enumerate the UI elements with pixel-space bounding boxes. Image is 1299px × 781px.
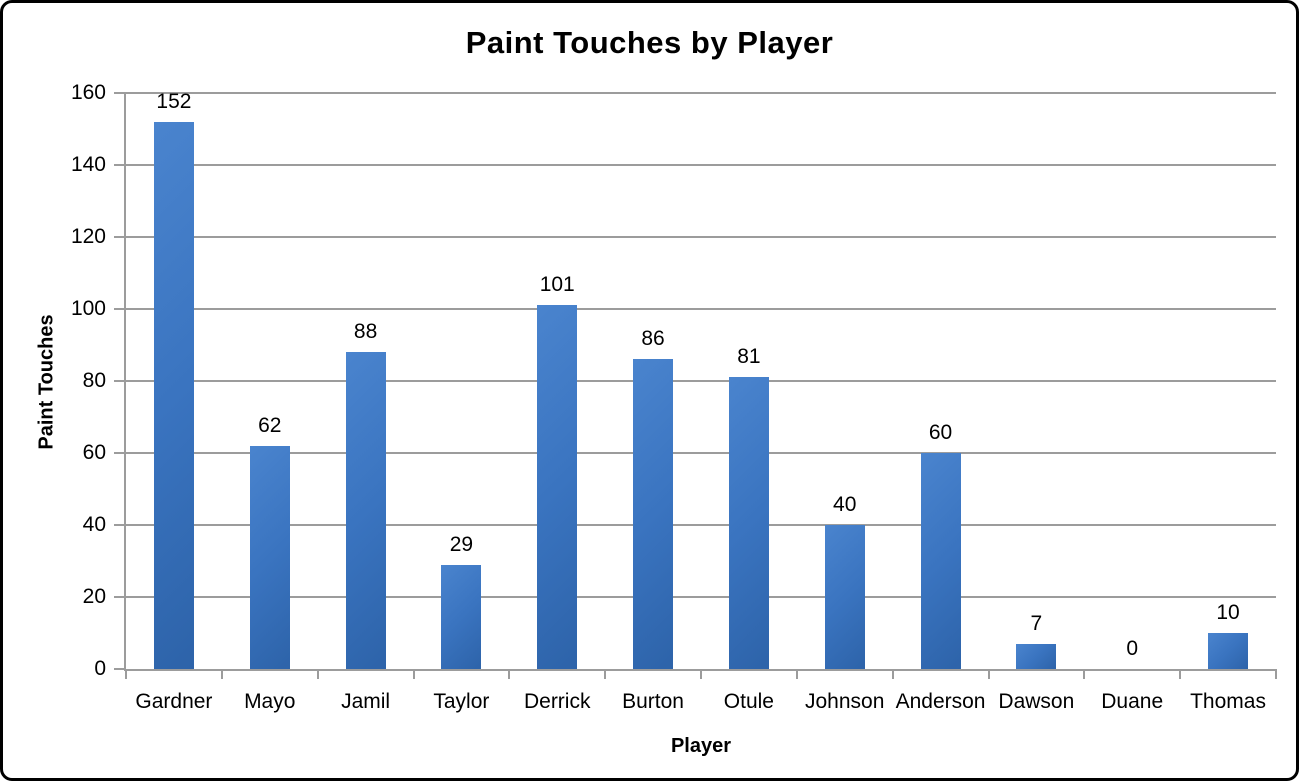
x-axis-tick: [891, 669, 894, 679]
bar-value-label: 60: [928, 421, 953, 444]
x-axis-tick: [220, 669, 223, 679]
bar: [728, 377, 769, 669]
bar-value-label: 152: [156, 89, 192, 113]
bar-slot: 29: [413, 93, 509, 669]
y-tick-label: 120: [70, 225, 106, 248]
y-axis-tick: [114, 380, 126, 382]
gridline: [126, 452, 1276, 454]
y-tick-label: 140: [70, 153, 106, 176]
x-category-label: Burton: [622, 690, 684, 713]
bar-slot: 152: [126, 89, 222, 669]
x-category-label: Taylor: [433, 690, 490, 713]
y-axis-tick: [114, 92, 126, 94]
bar-value-label: 86: [641, 327, 665, 351]
bar: [345, 352, 386, 669]
bar-slot: 88: [318, 93, 414, 669]
y-axis-tick: [114, 524, 126, 526]
bar-value-label: 62: [258, 413, 282, 437]
bar: [441, 564, 482, 669]
plot-area: 0 20 40 60 80 100 120 140 160 152 62 88 29 101 86 81 40…: [71, 81, 1277, 757]
bar-value-label: 29: [449, 532, 474, 556]
gridline: [126, 236, 1276, 238]
chart-title: Paint Touches by Player: [465, 25, 834, 60]
x-category-label: Johnson: [805, 690, 885, 713]
x-category-label: Thomas: [1190, 690, 1266, 713]
bar: [249, 445, 290, 669]
y-tick-label: 80: [82, 369, 106, 392]
bar-slot: 60: [893, 93, 989, 669]
x-axis-tick: [700, 669, 702, 679]
x-category-label: Derrick: [523, 690, 591, 713]
bar: [633, 359, 674, 669]
gridline: [126, 524, 1276, 526]
y-axis-tick: [114, 308, 126, 310]
bar-slot: 0: [1084, 93, 1180, 669]
bar: [153, 121, 194, 669]
x-axis-tick: [604, 669, 607, 679]
gridline: [126, 380, 1276, 382]
x-axis-tick: [508, 669, 511, 679]
x-category-label: Duane: [1101, 690, 1164, 713]
bar-value-label: 81: [737, 345, 761, 369]
bar-slot: 81: [701, 93, 797, 669]
gridline: [126, 92, 1276, 94]
y-tick-label: 60: [82, 441, 106, 464]
x-axis-tick: [125, 669, 127, 679]
x-axis-tick: [987, 669, 990, 679]
bar-slot: 101: [509, 93, 605, 669]
gridline: [126, 164, 1276, 166]
y-tick-label: 40: [82, 513, 106, 536]
bar: [537, 305, 578, 669]
y-tick-label: 160: [70, 81, 106, 104]
x-category-label: Gardner: [135, 690, 213, 713]
bar-value-label: 40: [833, 493, 857, 516]
bar-slot: 10: [1180, 93, 1276, 669]
x-axis-tick: [1179, 669, 1182, 679]
x-category-label: Jamil: [341, 690, 391, 713]
x-category-label: Otule: [723, 690, 774, 713]
x-category-label: Mayo: [244, 690, 296, 713]
bars-container: 152 62 88 29 101 86 81 40 60 7 0 10: [126, 89, 1276, 669]
x-axis-tick: [316, 669, 319, 679]
bar-slot: 7: [988, 93, 1084, 669]
y-axis-tick: [114, 596, 126, 598]
bar-value-label: 10: [1216, 601, 1240, 624]
x-axis-tick: [795, 669, 798, 679]
x-category-label: Anderson: [895, 690, 986, 713]
bar-slot: 86: [605, 93, 701, 669]
bar-value-label: 7: [1030, 611, 1043, 635]
bar-slot: 62: [222, 93, 318, 669]
x-category-labels: Gardner Mayo Jamil Taylor Derrick Burton Otule…: [126, 690, 1276, 714]
y-tick-label: 20: [82, 585, 106, 608]
bar-value-label: 101: [539, 273, 575, 297]
x-axis-tick: [1275, 669, 1277, 679]
x-axis-tick: [1083, 669, 1086, 679]
bar-value-label: 88: [353, 320, 378, 344]
y-tick-label: 100: [70, 297, 106, 320]
bar: [920, 453, 961, 669]
y-axis-tick: [114, 452, 126, 454]
x-category-label: Dawson: [998, 690, 1075, 713]
bar: [1208, 633, 1249, 669]
y-axis-tick: [114, 236, 126, 238]
bar-slot: 40: [797, 93, 893, 669]
gridline: [126, 596, 1276, 598]
x-axis-tick: [412, 669, 415, 679]
bar: [1016, 643, 1057, 669]
bar-value-label: 0: [1126, 637, 1139, 660]
y-axis-tick: [114, 668, 126, 670]
y-axis-tick: [114, 164, 126, 166]
y-tick-label: 0: [94, 657, 106, 680]
gridline: [126, 308, 1276, 310]
bar: [824, 525, 865, 669]
x-axis-title: Player: [670, 735, 732, 757]
